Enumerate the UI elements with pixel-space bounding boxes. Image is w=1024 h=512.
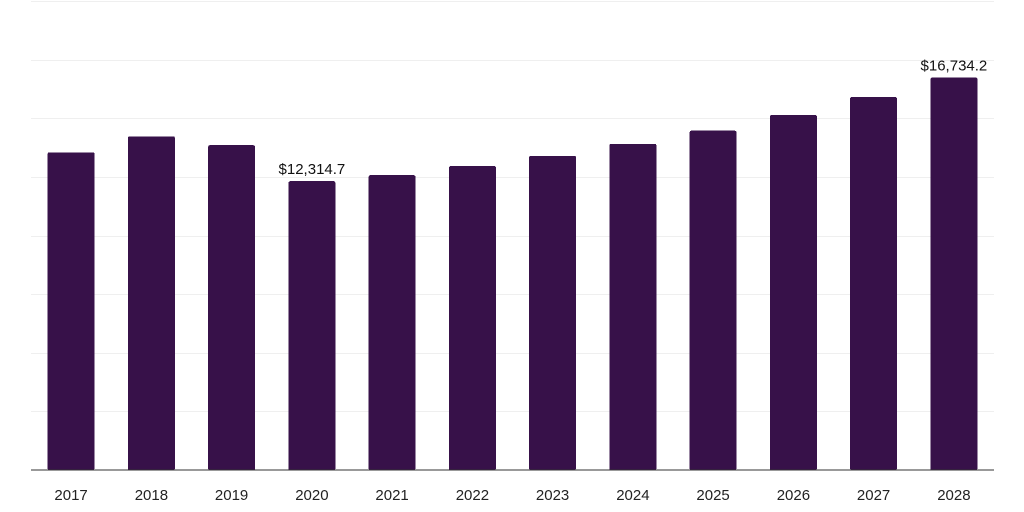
x-tick-label: 2021	[375, 487, 408, 504]
x-tick-label: 2028	[937, 487, 970, 504]
bar-2024	[609, 143, 657, 471]
x-tick-label: 2026	[777, 487, 810, 504]
bar-2019	[208, 145, 256, 470]
bar-2020	[288, 181, 336, 470]
bar-2025	[689, 130, 737, 470]
bar-2021	[368, 175, 416, 470]
x-tick-label: 2023	[536, 487, 569, 504]
x-tick-label: 2024	[616, 487, 649, 504]
x-tick-label: 2022	[456, 487, 489, 504]
data-label-2020: $12,314.7	[279, 161, 346, 178]
bar-2028	[930, 77, 978, 470]
x-tick-label: 2017	[54, 487, 87, 504]
bar-2023	[529, 155, 577, 471]
bar-2017	[47, 152, 95, 471]
x-axis-tick-labels: 2017 2018 2019 2020 2021 2022 2023 2024 2025 2026…	[54, 487, 970, 504]
x-tick-label: 2025	[696, 487, 729, 504]
gridlines	[31, 1, 994, 412]
x-tick-label: 2019	[215, 487, 248, 504]
bars	[47, 77, 978, 471]
x-tick-label: 2018	[135, 487, 168, 504]
data-labels: $12,314.7 $16,734.2	[279, 58, 988, 179]
bar-2022	[448, 166, 496, 470]
bar-2018	[127, 136, 175, 471]
bar-2027	[850, 97, 898, 470]
data-label-2028: $16,734.2	[921, 58, 988, 75]
x-tick-label: 2027	[857, 487, 890, 504]
bar-2026	[769, 115, 817, 470]
x-tick-label: 2020	[295, 487, 328, 504]
